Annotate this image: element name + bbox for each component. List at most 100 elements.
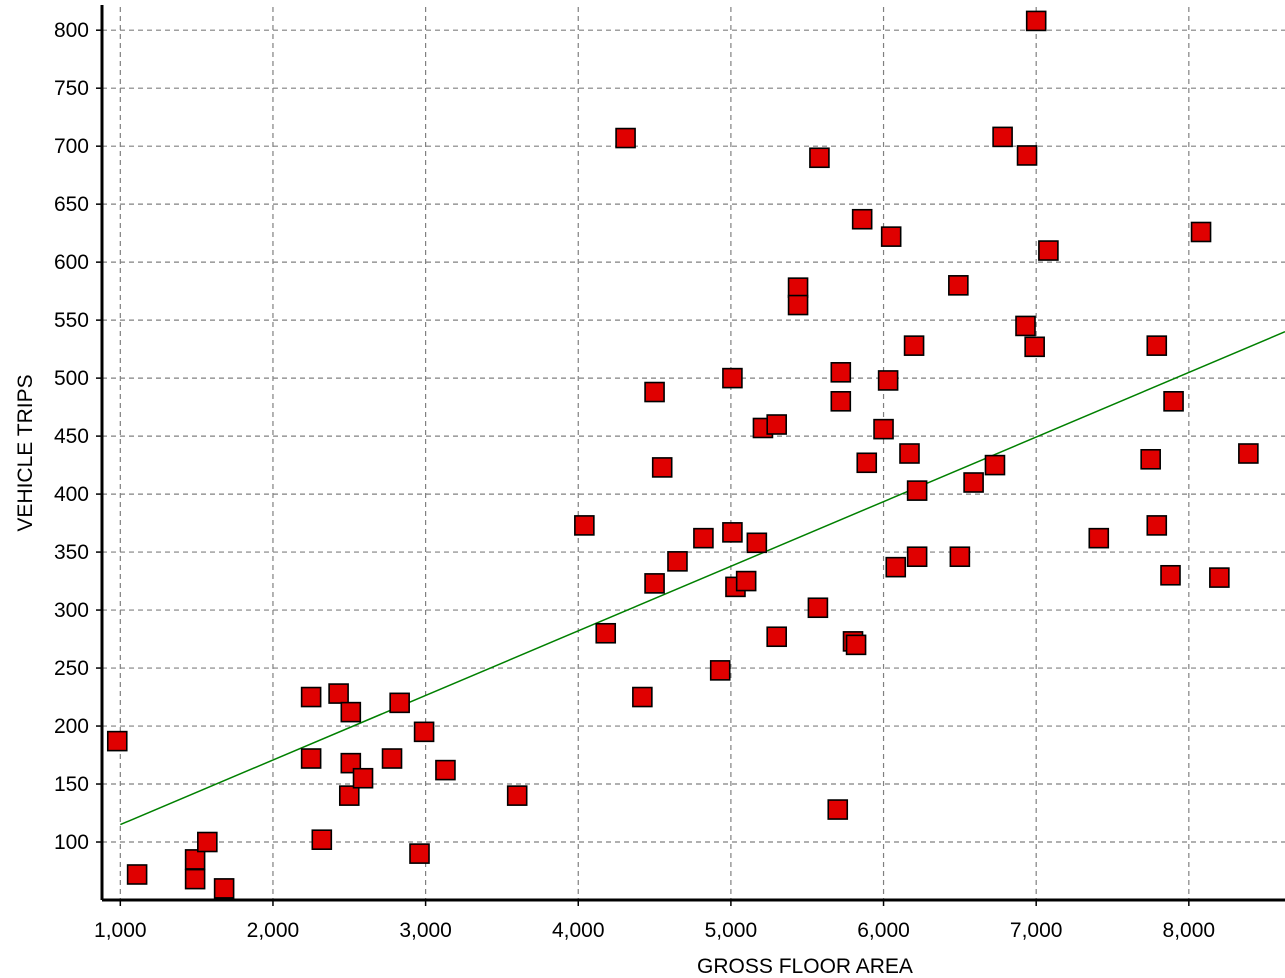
data-point <box>766 414 787 435</box>
data-point <box>807 597 829 619</box>
data-point <box>787 277 809 298</box>
y-axis-label: VEHICLE TRIPS <box>14 374 37 531</box>
data-point <box>184 868 206 890</box>
data-point <box>746 532 768 554</box>
y-tick-label: 400 <box>54 483 89 506</box>
y-tick-label: 450 <box>54 425 89 448</box>
x-tick-labels: 1,000 2,000 3,000 4,000 5,000 6,000 7,000 8,000 <box>94 919 1215 942</box>
data-point <box>1209 567 1230 588</box>
data-point <box>615 127 636 149</box>
data-point <box>949 546 971 568</box>
x-tick-label: 6,000 <box>857 919 910 942</box>
data-point <box>644 573 665 594</box>
data-point <box>1016 145 1038 166</box>
y-tick-labels: 100 150 200 250 300 350 400 450 500 550 600 650 700 7… <box>54 19 89 854</box>
data-point <box>197 831 218 853</box>
y-tick-label: 550 <box>54 309 89 332</box>
data-point <box>693 527 714 549</box>
data-point <box>506 785 528 806</box>
grid-lines <box>102 7 1285 900</box>
data-point <box>963 472 984 493</box>
trend-line-group <box>120 331 1285 826</box>
y-tick-label: 100 <box>54 831 89 854</box>
data-point <box>1146 515 1168 536</box>
axes <box>96 5 1285 906</box>
y-tick-label: 800 <box>54 19 89 42</box>
data-point <box>300 686 322 708</box>
y-tick-label: 500 <box>54 367 89 390</box>
data-point <box>722 522 743 543</box>
x-tick-label: 7,000 <box>1010 919 1063 942</box>
data-point <box>992 126 1013 148</box>
data-point <box>126 864 148 885</box>
data-point <box>787 294 809 316</box>
data-point <box>856 452 878 474</box>
data-point <box>1163 391 1184 412</box>
data-point <box>906 546 928 568</box>
data-point <box>1160 564 1181 586</box>
x-tick-label: 3,000 <box>399 919 452 942</box>
data-point <box>735 570 757 592</box>
y-tick-label: 200 <box>54 715 89 738</box>
data-point <box>1088 527 1110 549</box>
data-point <box>1015 315 1036 337</box>
data-point <box>574 515 595 536</box>
data-point <box>827 799 849 820</box>
y-tick-label: 700 <box>54 135 89 158</box>
y-tick-label: 300 <box>54 599 89 622</box>
data-point <box>885 556 907 578</box>
data-point <box>722 367 743 389</box>
data-point <box>409 843 430 864</box>
y-tick-label: 650 <box>54 193 89 216</box>
data-point <box>948 275 969 296</box>
data-point <box>1024 336 1045 358</box>
data-point <box>1038 240 1059 261</box>
data-point <box>340 752 362 774</box>
data-point <box>709 660 731 681</box>
data-point <box>644 381 665 403</box>
data-point <box>1025 10 1047 32</box>
data-point <box>809 147 830 169</box>
y-tick-label: 250 <box>54 657 89 680</box>
data-point <box>1238 443 1259 464</box>
data-point <box>352 767 374 789</box>
data-point <box>984 454 1006 476</box>
data-point <box>300 748 322 769</box>
data-point <box>213 878 235 899</box>
data-point <box>106 730 128 752</box>
data-point <box>906 480 928 501</box>
data-point <box>595 622 617 644</box>
data-point <box>1146 335 1168 356</box>
x-tick-label: 1,000 <box>94 919 147 942</box>
data-point <box>830 362 852 383</box>
data-point <box>340 701 362 723</box>
data-point <box>651 457 673 478</box>
x-tick-label: 8,000 <box>1163 919 1216 942</box>
data-point <box>1140 448 1161 470</box>
data-points <box>106 10 1259 899</box>
y-tick-label: 750 <box>54 77 89 100</box>
data-point <box>338 785 360 806</box>
data-point <box>766 626 787 648</box>
y-tick-label: 600 <box>54 251 89 274</box>
data-point <box>899 443 920 464</box>
data-point <box>632 686 653 708</box>
data-point <box>877 370 899 391</box>
data-point <box>381 748 403 769</box>
x-tick-label: 4,000 <box>552 919 605 942</box>
x-axis-label: GROSS FLOOR AREA <box>697 955 913 978</box>
x-tick-label: 5,000 <box>705 919 758 942</box>
y-tick-label: 150 <box>54 773 89 796</box>
y-tick-label: 350 <box>54 541 89 564</box>
data-point <box>830 391 852 412</box>
data-point <box>903 335 925 356</box>
data-point <box>311 829 333 850</box>
data-point <box>328 683 349 704</box>
data-point <box>413 721 435 743</box>
data-point <box>845 634 867 656</box>
data-point <box>667 551 688 572</box>
x-tick-label: 2,000 <box>247 919 300 942</box>
data-point <box>389 692 410 714</box>
data-point <box>1190 221 1212 243</box>
